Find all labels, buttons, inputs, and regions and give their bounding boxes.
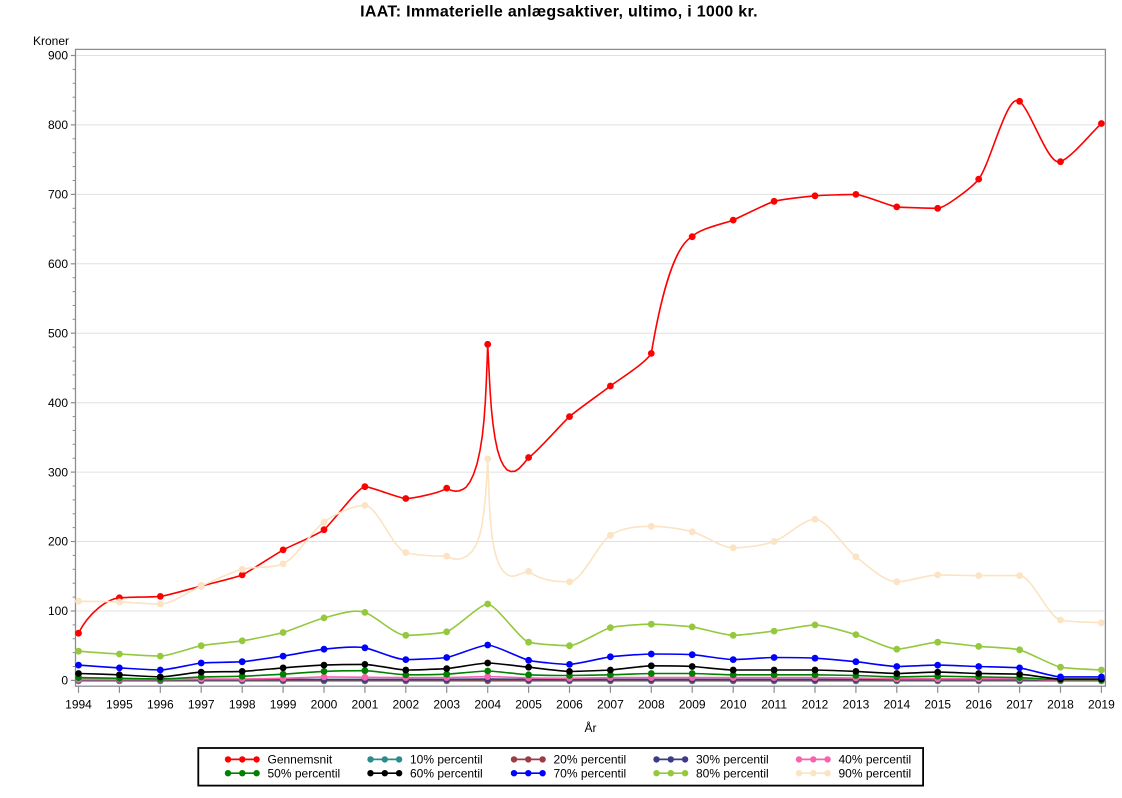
svg-text:1994: 1994 <box>65 697 92 711</box>
svg-text:År: År <box>585 720 597 735</box>
svg-text:2014: 2014 <box>883 697 910 711</box>
svg-text:20% percentil: 20% percentil <box>554 753 627 767</box>
svg-text:2009: 2009 <box>679 697 706 711</box>
svg-text:10% percentil: 10% percentil <box>410 753 483 767</box>
svg-text:600: 600 <box>48 257 68 271</box>
svg-text:2015: 2015 <box>924 697 951 711</box>
svg-text:1996: 1996 <box>147 697 174 711</box>
svg-text:60% percentil: 60% percentil <box>410 767 483 781</box>
svg-text:50% percentil: 50% percentil <box>268 767 341 781</box>
svg-text:2008: 2008 <box>638 697 665 711</box>
svg-text:40% percentil: 40% percentil <box>839 753 912 767</box>
svg-text:400: 400 <box>48 396 68 410</box>
svg-text:1995: 1995 <box>106 697 133 711</box>
svg-text:30% percentil: 30% percentil <box>696 753 769 767</box>
svg-text:300: 300 <box>48 465 68 479</box>
svg-text:2018: 2018 <box>1047 697 1074 711</box>
svg-text:2004: 2004 <box>474 697 501 711</box>
svg-text:Gennemsnit: Gennemsnit <box>268 753 333 767</box>
svg-text:70% percentil: 70% percentil <box>554 767 627 781</box>
svg-text:2000: 2000 <box>311 697 338 711</box>
svg-text:90% percentil: 90% percentil <box>839 767 912 781</box>
svg-text:1998: 1998 <box>229 697 256 711</box>
svg-text:2013: 2013 <box>843 697 870 711</box>
svg-text:IAAT: Immaterielle anlægsaktiv: IAAT: Immaterielle anlægsaktiver, ultimo… <box>360 3 758 20</box>
svg-text:2011: 2011 <box>761 697 787 711</box>
svg-text:1999: 1999 <box>270 697 297 711</box>
svg-text:1997: 1997 <box>188 697 215 711</box>
svg-text:700: 700 <box>48 188 68 202</box>
svg-text:2012: 2012 <box>802 697 829 711</box>
svg-text:2016: 2016 <box>965 697 992 711</box>
svg-text:Kroner: Kroner <box>33 34 69 48</box>
svg-text:2006: 2006 <box>556 697 583 711</box>
svg-text:2019: 2019 <box>1088 697 1115 711</box>
svg-text:200: 200 <box>48 535 68 549</box>
svg-text:2017: 2017 <box>1006 697 1033 711</box>
svg-text:2010: 2010 <box>720 697 747 711</box>
svg-text:500: 500 <box>48 326 68 340</box>
svg-text:2007: 2007 <box>597 697 624 711</box>
svg-text:2005: 2005 <box>515 697 542 711</box>
svg-text:2001: 2001 <box>352 697 379 711</box>
svg-text:900: 900 <box>48 49 68 63</box>
svg-text:100: 100 <box>48 604 68 618</box>
svg-text:0: 0 <box>61 674 68 688</box>
svg-text:800: 800 <box>48 118 68 132</box>
svg-text:2003: 2003 <box>433 697 460 711</box>
svg-text:2002: 2002 <box>392 697 419 711</box>
svg-text:80% percentil: 80% percentil <box>696 767 769 781</box>
